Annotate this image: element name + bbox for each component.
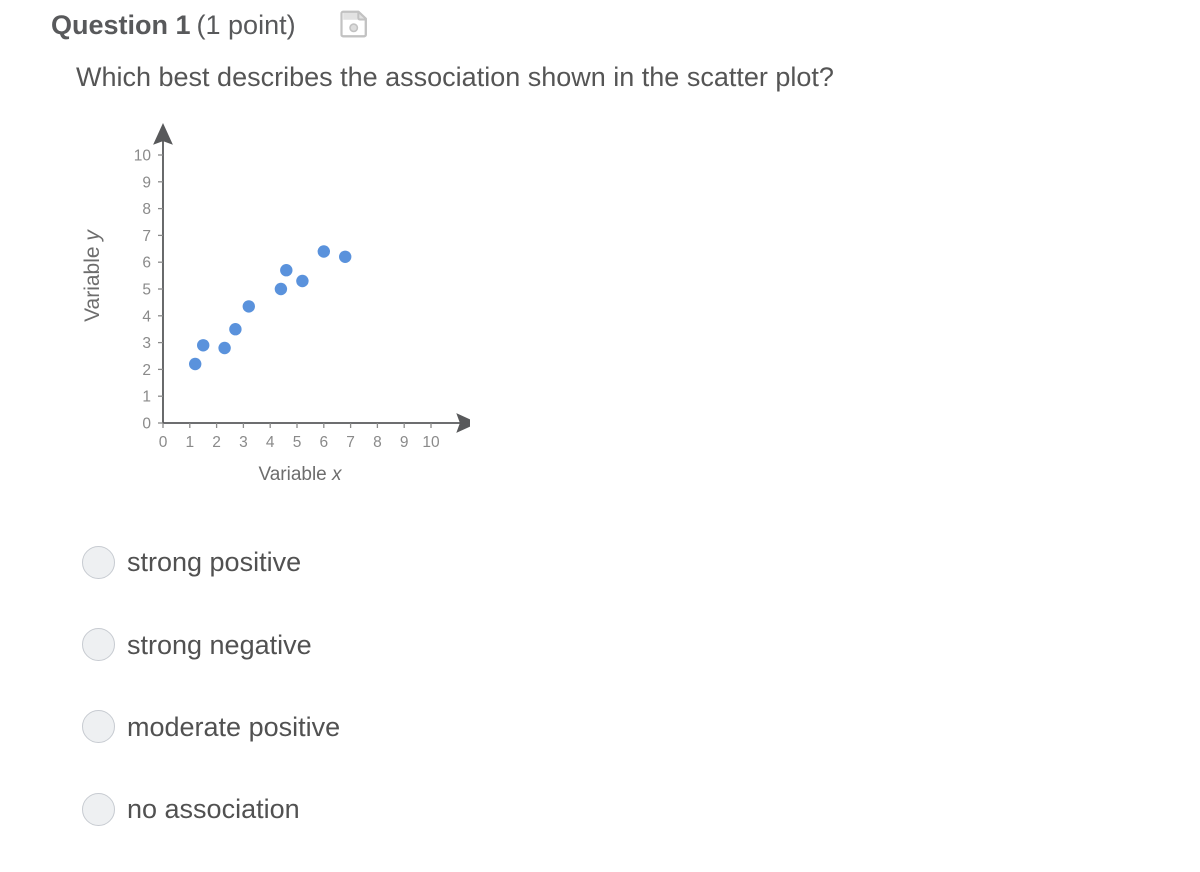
svg-text:0: 0 xyxy=(142,416,151,433)
svg-text:3: 3 xyxy=(239,434,248,451)
svg-text:5: 5 xyxy=(293,434,302,451)
svg-text:9: 9 xyxy=(400,434,409,451)
svg-text:8: 8 xyxy=(373,434,382,451)
svg-text:10: 10 xyxy=(422,434,440,451)
svg-text:9: 9 xyxy=(142,174,151,191)
svg-text:8: 8 xyxy=(142,201,151,218)
svg-text:10: 10 xyxy=(134,148,152,165)
svg-text:7: 7 xyxy=(346,434,355,451)
svg-text:2: 2 xyxy=(142,362,151,379)
svg-text:5: 5 xyxy=(142,282,151,299)
svg-text:4: 4 xyxy=(266,434,275,451)
svg-text:Variable x: Variable x xyxy=(258,464,343,485)
svg-text:Variable y: Variable y xyxy=(81,229,104,322)
svg-text:3: 3 xyxy=(142,335,151,352)
svg-text:4: 4 xyxy=(142,308,151,325)
svg-text:1: 1 xyxy=(185,434,194,451)
svg-text:2: 2 xyxy=(212,434,221,451)
svg-text:6: 6 xyxy=(142,255,151,272)
svg-text:6: 6 xyxy=(319,434,328,451)
svg-text:7: 7 xyxy=(142,228,151,245)
svg-text:0: 0 xyxy=(159,434,168,451)
svg-text:1: 1 xyxy=(142,389,151,406)
